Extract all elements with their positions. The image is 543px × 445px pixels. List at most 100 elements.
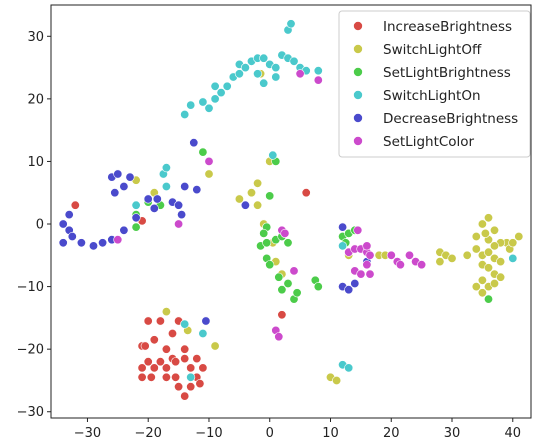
data-point-switchlightoff-32: [496, 257, 506, 267]
data-point-decreasebrightness-3: [58, 238, 68, 248]
y-tick-label: −30: [17, 405, 44, 420]
data-point-increasebrightness-22: [146, 372, 156, 382]
data-point-setlightcolor-8: [280, 228, 290, 238]
data-point-increasebrightness-15: [171, 357, 181, 367]
data-point-decreasebrightness-10: [131, 213, 141, 223]
data-point-increasebrightness-4: [168, 328, 178, 338]
y-tick-label: −10: [17, 280, 44, 295]
data-point-switchlighton-38: [338, 241, 348, 251]
data-point-increasebrightness-8: [161, 344, 171, 354]
data-point-increasebrightness-24: [171, 372, 181, 382]
data-point-setlightcolor-22: [395, 260, 405, 270]
data-point-setlightcolor-26: [353, 225, 363, 235]
data-point-switchlighton-20: [259, 53, 269, 63]
y-tick-label: 20: [27, 92, 44, 107]
data-point-increasebrightness-20: [198, 363, 208, 373]
data-point-decreasebrightness-18: [113, 169, 123, 179]
y-tick-label: 30: [27, 30, 44, 45]
data-point-switchlightoff-43: [483, 213, 493, 223]
data-point-decreasebrightness-22: [149, 203, 159, 213]
data-point-switchlightoff-28: [471, 244, 481, 254]
legend-label-switchlighton: SwitchLightOn: [383, 88, 481, 104]
data-point-decreasebrightness-15: [177, 210, 187, 220]
data-point-decreasebrightness-24: [192, 185, 202, 195]
data-point-switchlightoff-5: [204, 169, 214, 179]
data-point-switchlighton-12: [216, 88, 226, 98]
data-point-switchlighton-9: [198, 97, 208, 107]
legend: IncreaseBrightness SwitchLightOff SetLight…: [338, 10, 531, 158]
data-point-switchlightoff-44: [489, 225, 499, 235]
x-tick-label: 0: [266, 426, 274, 441]
legend-marker-decreasebrightness: [353, 113, 363, 123]
data-point-decreasebrightness-28: [344, 285, 354, 295]
data-point-increasebrightness-30: [277, 310, 287, 320]
y-tick-label: 10: [27, 155, 44, 170]
data-point-increasebrightness-5: [149, 335, 159, 345]
data-point-increasebrightness-19: [186, 363, 196, 373]
data-point-setlightbrightness-4: [198, 147, 208, 157]
data-point-increasebrightness-13: [143, 357, 153, 367]
x-tick-label: 20: [383, 426, 400, 441]
data-point-increasebrightness-11: [180, 354, 190, 364]
data-point-increasebrightness-23: [161, 372, 171, 382]
data-point-setlightbrightness-20: [277, 285, 287, 295]
data-point-setlightcolor-4: [295, 69, 305, 79]
data-point-setlightcolor-25: [417, 260, 427, 270]
data-point-decreasebrightness-0: [58, 219, 68, 229]
data-point-setlightbrightness-15: [265, 260, 275, 270]
data-point-switchlighton-34: [268, 150, 278, 160]
data-point-decreasebrightness-7: [98, 238, 108, 248]
data-point-setlightbrightness-13: [283, 238, 293, 248]
legend-label-switchlightoff: SwitchLightOff: [383, 42, 482, 58]
data-point-decreasebrightness-31: [338, 222, 348, 232]
data-point-setlightcolor-19: [362, 241, 372, 251]
data-point-decreasebrightness-6: [89, 241, 99, 251]
data-point-increasebrightness-16: [137, 363, 147, 373]
data-point-decreasebrightness-29: [350, 278, 360, 288]
data-point-increasebrightness-29: [180, 391, 190, 401]
data-point-switchlighton-24: [271, 72, 281, 82]
data-point-switchlighton-17: [240, 63, 250, 73]
data-point-setlightcolor-1: [174, 219, 184, 229]
legend-marker-switchlightoff: [353, 44, 363, 54]
data-point-setlightcolor-20: [386, 250, 396, 260]
data-point-switchlighton-10: [204, 103, 214, 113]
data-point-setlightcolor-23: [404, 250, 414, 260]
data-point-switchlightoff-27: [462, 250, 472, 260]
data-point-switchlightoff-25: [447, 253, 457, 263]
data-point-setlightbrightness-10: [262, 238, 272, 248]
data-point-increasebrightness-14: [155, 357, 165, 367]
data-point-switchlighton-26: [271, 63, 281, 73]
data-point-switchlightoff-39: [489, 278, 499, 288]
data-point-switchlighton-13: [222, 81, 232, 91]
data-point-decreasebrightness-5: [76, 238, 86, 248]
data-point-switchlightoff-8: [253, 178, 263, 188]
data-point-setlightbrightness-16: [274, 272, 284, 282]
data-points-layer: [58, 19, 524, 401]
data-point-decreasebrightness-14: [174, 200, 184, 210]
data-point-decreasebrightness-20: [119, 182, 129, 192]
data-point-switchlighton-31: [313, 66, 323, 76]
x-tick-label: −30: [74, 426, 101, 441]
data-point-switchlighton-21: [253, 69, 263, 79]
data-point-switchlighton-35: [210, 81, 220, 91]
data-point-setlightcolor-2: [204, 156, 214, 166]
legend-label-decreasebrightness: DecreaseBrightness: [383, 111, 518, 127]
data-point-switchlightoff-6: [234, 194, 244, 204]
data-point-setlightcolor-14: [365, 250, 375, 260]
data-point-increasebrightness-17: [149, 363, 159, 373]
data-point-increasebrightness-9: [180, 344, 190, 354]
data-point-switchlightoff-7: [247, 188, 257, 198]
data-point-increasebrightness-12: [192, 354, 202, 364]
data-point-switchlighton-39: [508, 253, 518, 263]
data-point-decreasebrightness-23: [189, 138, 199, 148]
data-point-increasebrightness-18: [161, 363, 171, 373]
data-point-switchlightoff-53: [480, 228, 490, 238]
legend-marker-setlightbrightness: [353, 67, 363, 77]
data-point-switchlighton-4: [180, 319, 190, 329]
data-point-setlightcolor-6: [274, 332, 284, 342]
data-point-switchlightoff-34: [483, 263, 493, 273]
data-point-setlightbrightness-8: [259, 228, 269, 238]
data-point-switchlighton-8: [186, 100, 196, 110]
